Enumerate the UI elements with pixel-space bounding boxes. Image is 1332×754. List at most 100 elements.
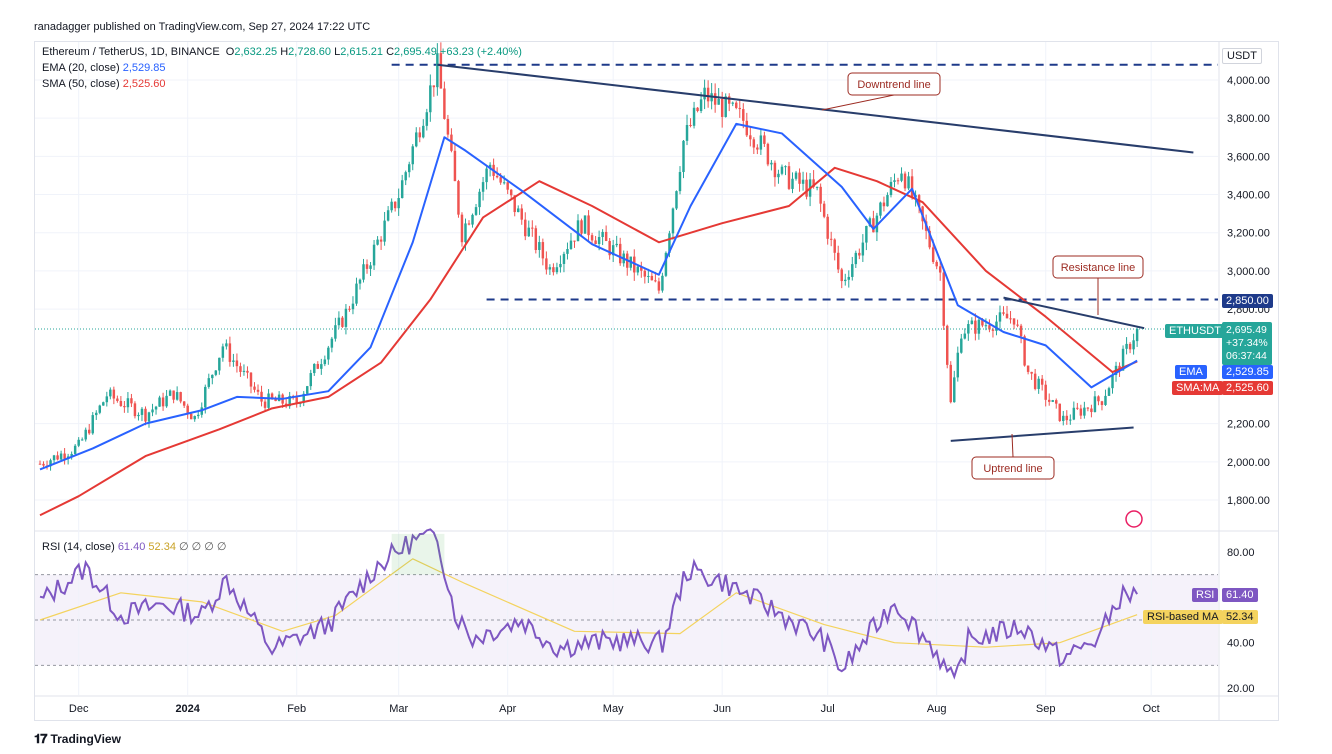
candle-body bbox=[246, 370, 249, 373]
price-tag-countdown: 06:37:44 bbox=[1226, 350, 1267, 362]
candle-body bbox=[158, 397, 161, 407]
candle-body bbox=[320, 364, 323, 369]
legend-high-label: H bbox=[280, 46, 289, 58]
candle-body bbox=[197, 414, 200, 417]
candle-body bbox=[640, 266, 643, 271]
candle-body bbox=[784, 166, 787, 168]
candle-body bbox=[481, 182, 485, 192]
candle-body bbox=[263, 401, 267, 408]
candle-body bbox=[1128, 343, 1132, 350]
candle-body bbox=[137, 414, 140, 417]
candle-body bbox=[91, 415, 94, 434]
legend-ohlc: Ethereum / TetherUS, 1D, BINANCE O2,632.… bbox=[42, 46, 522, 58]
legend-change: +63.23 (+2.40%) bbox=[439, 46, 522, 58]
price-tag: 2,695.49 +37.34% 06:37:44 bbox=[1222, 322, 1272, 365]
candle-body bbox=[214, 370, 218, 375]
resistance-line bbox=[1003, 296, 1145, 330]
candle-body bbox=[953, 377, 956, 403]
candle-body bbox=[302, 393, 305, 403]
time-tick-label: Feb bbox=[287, 703, 306, 715]
uptrend-annotation-pointer bbox=[1011, 433, 1014, 458]
candle-body bbox=[189, 413, 193, 420]
candle-body bbox=[527, 227, 531, 237]
candle-body bbox=[446, 118, 450, 135]
candle-body bbox=[520, 208, 523, 220]
candle-body bbox=[457, 181, 460, 215]
candle-body bbox=[531, 227, 534, 229]
candle-body bbox=[1111, 374, 1114, 389]
candle-body bbox=[794, 172, 798, 179]
candle-body bbox=[140, 408, 144, 415]
legend-ema-value: 2,529.85 bbox=[122, 62, 166, 74]
legend-sma-value: 2,525.60 bbox=[122, 78, 166, 90]
time-tick-label: Sep bbox=[1036, 703, 1056, 715]
candle-body bbox=[720, 98, 724, 117]
legend-sma-label: SMA (50, close) bbox=[42, 78, 120, 90]
footer-brand[interactable]: 𝟏𝟕 TradingView bbox=[34, 731, 121, 747]
candle-body bbox=[583, 215, 587, 234]
legend-open: 2,632.25 bbox=[234, 46, 278, 58]
candle-body bbox=[52, 455, 56, 461]
candle-body bbox=[569, 240, 573, 250]
candle-body bbox=[815, 186, 819, 188]
candle-body bbox=[960, 338, 963, 353]
candle-body bbox=[900, 173, 903, 181]
candle-body bbox=[854, 252, 858, 265]
candle-body bbox=[418, 132, 422, 138]
candle-body bbox=[1044, 384, 1047, 400]
candle-body bbox=[211, 374, 214, 379]
candle-body bbox=[102, 402, 105, 406]
candle-body bbox=[1079, 408, 1083, 416]
candle-body bbox=[840, 269, 843, 282]
candle-body bbox=[1125, 343, 1128, 349]
price-tick-label: 2,000.00 bbox=[1227, 457, 1270, 469]
candle-body bbox=[77, 439, 80, 446]
candle-body bbox=[597, 237, 601, 245]
candle-body bbox=[974, 320, 977, 334]
candle-body bbox=[73, 445, 77, 454]
price-tick-label: 1,800.00 bbox=[1227, 495, 1270, 507]
candle-body bbox=[678, 172, 682, 192]
candle-body bbox=[727, 96, 731, 104]
legend-rsi-ma-value: 52.34 bbox=[148, 541, 176, 553]
candle-body bbox=[436, 53, 439, 88]
ema-value-tag: 2,529.85 bbox=[1222, 365, 1273, 379]
candle-body bbox=[956, 352, 960, 378]
time-tick-label: May bbox=[603, 703, 624, 715]
candle-body bbox=[218, 357, 221, 371]
candle-body bbox=[270, 393, 274, 399]
candle-body bbox=[1023, 336, 1026, 366]
candle-body bbox=[464, 223, 467, 243]
candle-body bbox=[355, 283, 358, 304]
candle-body bbox=[995, 321, 998, 331]
legend-rsi-value: 61.40 bbox=[117, 541, 146, 553]
candle-body bbox=[460, 214, 464, 243]
candle-body bbox=[650, 275, 654, 281]
candle-body bbox=[253, 386, 256, 390]
candle-body bbox=[608, 240, 611, 256]
candle-body bbox=[706, 87, 710, 102]
candle-body bbox=[636, 266, 640, 273]
candle-body bbox=[327, 347, 330, 360]
candle-body bbox=[232, 360, 235, 362]
candle-body bbox=[1107, 388, 1111, 396]
currency-label[interactable]: USDT bbox=[1222, 48, 1262, 64]
candle-body bbox=[471, 214, 474, 225]
candle-body bbox=[397, 198, 400, 209]
candle-body bbox=[274, 398, 277, 402]
candle-body bbox=[731, 102, 734, 104]
candle-body bbox=[942, 272, 945, 326]
candle-body bbox=[1030, 371, 1033, 374]
candle-body bbox=[668, 233, 671, 253]
time-tick-label: Oct bbox=[1143, 703, 1160, 715]
candle-body bbox=[805, 179, 808, 197]
candle-body bbox=[1005, 313, 1009, 319]
candle-body bbox=[907, 176, 910, 189]
candle-body bbox=[1012, 318, 1016, 325]
footer-brand-label: TradingView bbox=[50, 732, 121, 746]
candle-body bbox=[872, 218, 875, 233]
candle-body bbox=[225, 343, 228, 347]
candle-body bbox=[692, 107, 696, 126]
rsi-tag: RSI bbox=[1192, 588, 1219, 602]
